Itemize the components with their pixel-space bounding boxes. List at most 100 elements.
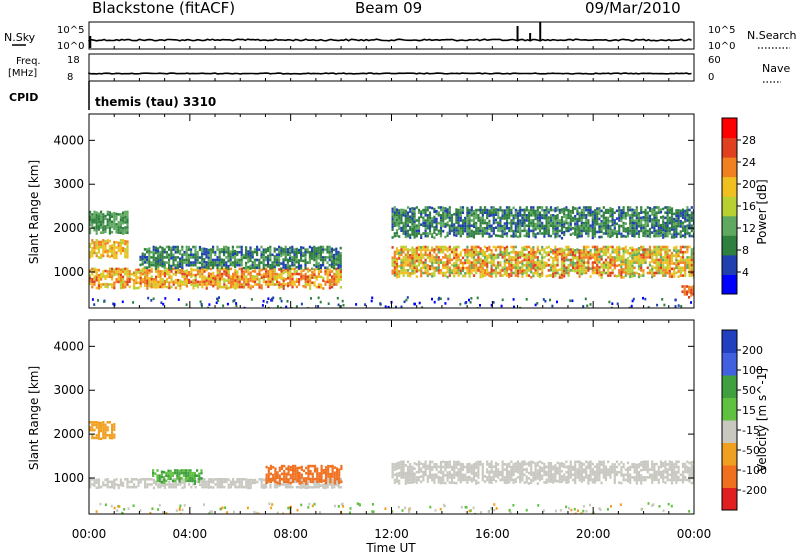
heatmap-cell bbox=[124, 250, 127, 254]
heatmap-cell bbox=[527, 230, 531, 233]
heatmap-cell bbox=[490, 275, 493, 278]
heatmap-cell bbox=[400, 248, 403, 251]
heatmap-cell bbox=[126, 231, 129, 234]
heatmap-cell bbox=[503, 254, 506, 258]
heatmap-cell bbox=[106, 226, 109, 229]
heatmap-cell bbox=[296, 479, 299, 483]
heatmap-cell bbox=[225, 271, 228, 275]
heatmap-cell bbox=[655, 229, 658, 233]
heatmap-cell bbox=[276, 485, 279, 489]
heatmap-cell bbox=[589, 227, 592, 230]
heatmap-cell bbox=[163, 483, 166, 487]
heatmap-cell bbox=[433, 269, 436, 272]
heatmap-cell bbox=[93, 481, 96, 485]
heatmap-cell bbox=[337, 261, 340, 264]
heatmap-cell bbox=[330, 252, 333, 256]
heatmap-cell bbox=[200, 469, 203, 472]
heatmap-cell bbox=[417, 208, 421, 212]
heatmap-cell bbox=[547, 211, 550, 214]
heatmap-cell bbox=[104, 225, 107, 228]
heatmap-cell bbox=[646, 214, 649, 217]
heatmap-cell bbox=[514, 256, 517, 259]
heatmap-cell bbox=[624, 217, 627, 220]
heatmap-cell bbox=[146, 258, 149, 262]
heatmap-cell bbox=[192, 281, 195, 285]
heatmap-cell bbox=[600, 265, 603, 269]
heatmap-cell bbox=[457, 208, 460, 212]
heatmap-cell bbox=[97, 245, 100, 249]
heatmap-cell bbox=[681, 234, 685, 238]
heatmap-cell bbox=[216, 478, 219, 481]
heatmap-cell bbox=[580, 267, 583, 270]
heatmap-cell bbox=[664, 248, 667, 251]
heatmap-cell bbox=[497, 271, 500, 275]
heatmap-cell bbox=[580, 216, 583, 220]
heatmap-cell bbox=[648, 256, 652, 259]
heatmap-cell bbox=[393, 208, 396, 212]
heatmap-cell bbox=[183, 280, 186, 284]
heatmap-cell bbox=[240, 275, 243, 278]
heatmap-cell bbox=[221, 480, 224, 484]
heatmap-cell bbox=[282, 260, 285, 264]
heatmap-cell bbox=[187, 258, 190, 262]
heatmap-cell bbox=[532, 206, 535, 209]
heatmap-cell bbox=[331, 278, 334, 281]
heatmap-cell bbox=[249, 251, 252, 255]
heatmap-cell bbox=[538, 214, 542, 217]
heatmap-cell bbox=[267, 477, 270, 480]
heatmap-cell bbox=[530, 268, 533, 271]
heatmap-cell bbox=[604, 258, 608, 262]
heatmap-cell bbox=[402, 214, 405, 217]
heatmap-cell bbox=[490, 211, 493, 214]
heatmap-cell bbox=[563, 272, 566, 275]
heatmap-cell bbox=[364, 303, 367, 306]
heatmap-cell bbox=[191, 479, 194, 483]
heatmap-cell bbox=[201, 278, 204, 281]
nsearch-label: N.Search bbox=[747, 29, 797, 42]
heatmap-cell bbox=[311, 276, 314, 279]
heatmap-cell bbox=[688, 288, 691, 291]
heatmap-cell bbox=[254, 283, 257, 286]
heatmap-cell bbox=[648, 230, 652, 233]
heatmap-cell bbox=[203, 252, 206, 256]
heatmap-cell bbox=[194, 279, 197, 282]
heatmap-cell bbox=[247, 481, 250, 485]
heatmap-cell bbox=[139, 263, 142, 267]
heatmap-cell bbox=[260, 284, 263, 287]
heatmap-cell bbox=[102, 283, 105, 286]
heatmap-cell bbox=[181, 478, 184, 482]
heatmap-cell bbox=[167, 474, 170, 478]
heatmap-cell bbox=[457, 274, 460, 277]
heatmap-cell bbox=[89, 478, 92, 481]
heatmap-cell bbox=[236, 270, 239, 273]
heatmap-cell bbox=[585, 261, 588, 264]
heatmap-cell bbox=[512, 232, 515, 236]
heatmap-cell bbox=[659, 245, 663, 249]
heatmap-cell bbox=[651, 213, 654, 216]
heatmap-cell bbox=[688, 213, 691, 217]
heatmap-cell bbox=[569, 209, 572, 213]
heatmap-cell bbox=[646, 266, 649, 270]
heatmap-cell bbox=[273, 250, 276, 253]
heatmap-cell bbox=[243, 275, 246, 279]
heatmap-cell bbox=[194, 250, 197, 254]
heatmap-cell bbox=[144, 276, 147, 280]
power-heatmap bbox=[89, 206, 694, 308]
heatmap-cell bbox=[254, 278, 257, 281]
heatmap-cell bbox=[298, 283, 301, 286]
heatmap-cell bbox=[333, 479, 336, 482]
heatmap-cell bbox=[256, 250, 259, 254]
heatmap-cell bbox=[302, 469, 306, 473]
heatmap-cell bbox=[571, 269, 575, 272]
heatmap-cell bbox=[287, 483, 290, 486]
heatmap-cell bbox=[692, 214, 694, 217]
heatmap-cell bbox=[102, 231, 105, 234]
heatmap-cell bbox=[541, 221, 544, 225]
heatmap-cell bbox=[688, 245, 691, 249]
heatmap-cell bbox=[146, 261, 149, 264]
heatmap-cell bbox=[499, 224, 502, 227]
heatmap-cell bbox=[635, 206, 638, 209]
heatmap-cell bbox=[664, 221, 667, 225]
heatmap-cell bbox=[448, 227, 451, 230]
heatmap-cell bbox=[677, 217, 680, 220]
